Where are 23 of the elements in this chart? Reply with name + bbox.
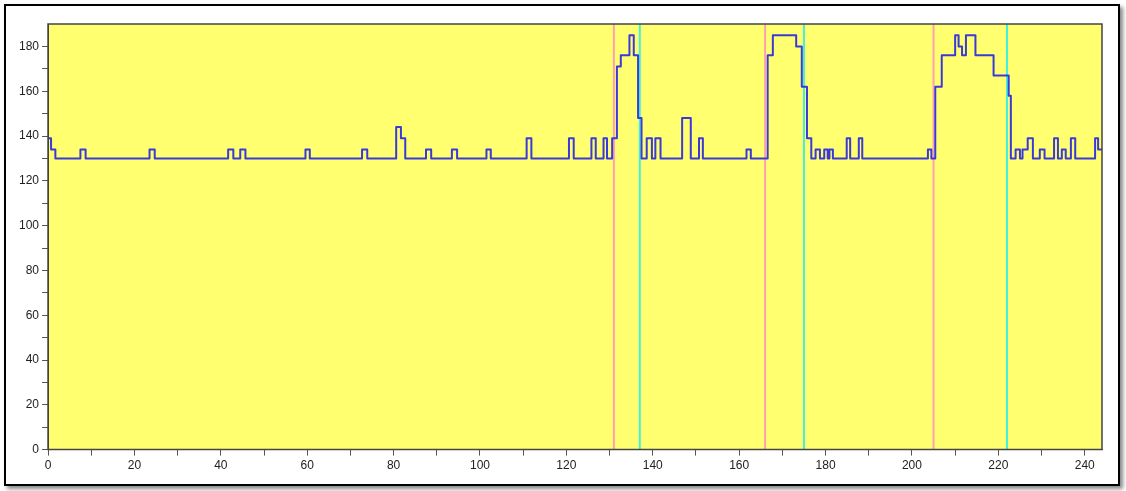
y-tick-label: 60 [25,307,40,322]
x-tick-label: 20 [127,458,142,473]
y-tick-label: 80 [25,262,40,277]
x-tick-label: 120 [556,458,577,473]
x-tick-label: 140 [642,458,664,473]
x-tick-label: 80 [386,458,401,473]
x-tick-label: 180 [815,458,836,473]
y-tick-label: 180 [18,38,40,53]
y-tick-label: 100 [18,217,40,232]
x-tick-label: 220 [988,458,1009,473]
y-tick-label: 40 [25,352,40,367]
x-tick-label: 40 [214,458,228,473]
x-tick-label: 0 [44,458,52,473]
y-tick-label: 140 [18,128,40,143]
x-tick-label: 160 [729,458,750,473]
y-tick-label: 120 [18,173,40,188]
y-tick-label: 20 [25,397,40,412]
x-tick-label: 200 [901,458,923,473]
x-tick-label: 240 [1074,458,1096,473]
x-tick-label: 100 [469,458,491,473]
y-tick-label: 160 [18,83,40,98]
x-tick-label: 60 [300,458,315,473]
y-tick-label: 0 [32,441,40,456]
